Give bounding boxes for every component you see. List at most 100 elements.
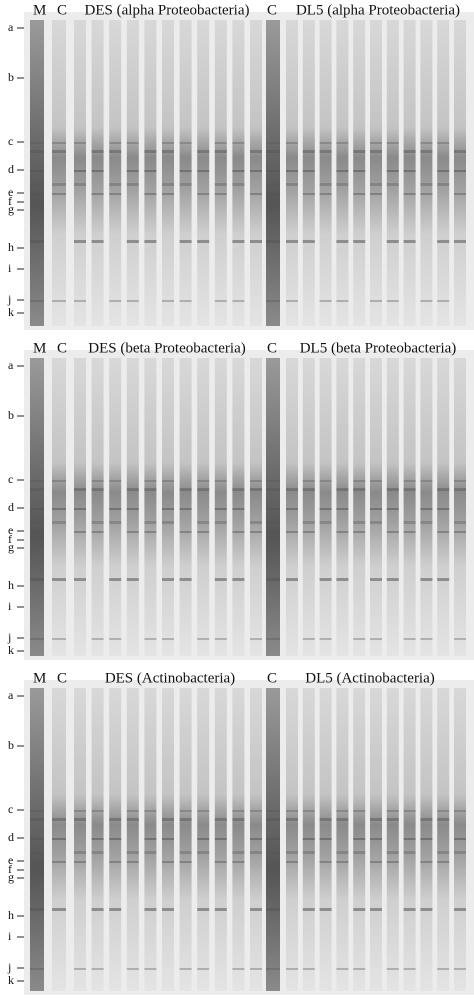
gel-band bbox=[109, 300, 122, 302]
gel-band bbox=[386, 170, 399, 172]
gel-band bbox=[30, 300, 44, 302]
gel-band bbox=[370, 521, 382, 524]
gel-lane bbox=[370, 20, 382, 326]
gel-band bbox=[266, 818, 280, 821]
gel-band bbox=[386, 508, 399, 510]
gel-lane bbox=[386, 358, 399, 656]
gel-band bbox=[386, 183, 399, 186]
gel-band bbox=[437, 183, 450, 186]
gel-band bbox=[302, 193, 315, 195]
gel-band bbox=[286, 170, 298, 172]
gel-band bbox=[52, 300, 66, 302]
gel-band bbox=[319, 183, 332, 186]
gel-band bbox=[286, 578, 298, 581]
gel-band bbox=[266, 508, 280, 510]
gel-band bbox=[437, 300, 450, 302]
gel-band bbox=[214, 521, 227, 524]
gel-band bbox=[214, 150, 227, 153]
gel-band bbox=[144, 240, 157, 243]
band-label: e bbox=[8, 523, 13, 537]
gel-band bbox=[386, 300, 399, 302]
gel-band bbox=[109, 578, 122, 581]
gel-band bbox=[266, 183, 280, 186]
gel-band bbox=[214, 638, 227, 640]
gel-band bbox=[250, 488, 262, 491]
gel-band bbox=[250, 150, 262, 153]
gel-band bbox=[454, 170, 466, 172]
gel-lane bbox=[420, 358, 433, 656]
gel-band bbox=[109, 861, 122, 863]
gel-lane bbox=[454, 20, 466, 326]
gel-band bbox=[126, 968, 139, 970]
gel-band bbox=[30, 968, 44, 970]
band-label: d bbox=[8, 830, 14, 844]
gel-band bbox=[250, 968, 262, 970]
gel-band bbox=[454, 521, 466, 524]
gel-band bbox=[266, 638, 280, 640]
band-label: b bbox=[8, 70, 14, 84]
gel-band bbox=[197, 851, 210, 854]
gel-band bbox=[179, 240, 192, 243]
gel-band bbox=[109, 908, 122, 911]
band-label: b bbox=[8, 408, 14, 422]
gel-band bbox=[266, 488, 280, 491]
gel-lane bbox=[302, 358, 315, 656]
gel-band bbox=[52, 908, 66, 911]
band-label: h bbox=[8, 578, 14, 592]
gel-band bbox=[336, 488, 349, 491]
gel-band bbox=[286, 531, 298, 533]
gel-band bbox=[319, 861, 332, 863]
gel-band bbox=[214, 508, 227, 510]
gel-lane bbox=[403, 358, 416, 656]
gel-band bbox=[370, 183, 382, 186]
gel-band bbox=[91, 908, 104, 911]
gel-band bbox=[232, 183, 245, 186]
gel-band bbox=[30, 183, 44, 186]
gel-band bbox=[420, 480, 433, 482]
gel-band bbox=[286, 142, 298, 144]
gel-band bbox=[250, 810, 262, 812]
gel-lane bbox=[197, 20, 210, 326]
gel-band bbox=[336, 142, 349, 144]
gel-band bbox=[437, 142, 450, 144]
gel-band bbox=[302, 480, 315, 482]
band-label: a bbox=[8, 358, 14, 372]
gel-band bbox=[454, 968, 466, 970]
gel-band bbox=[250, 170, 262, 172]
gel-lane bbox=[144, 358, 157, 656]
gel-lane bbox=[109, 20, 122, 326]
gel-band bbox=[30, 578, 44, 581]
gel-band bbox=[266, 861, 280, 863]
gel-band bbox=[74, 183, 86, 186]
gel-lane bbox=[437, 688, 450, 991]
gel-band bbox=[266, 810, 280, 812]
gel-band bbox=[179, 810, 192, 812]
gel-band bbox=[144, 193, 157, 195]
gel-band bbox=[52, 578, 66, 581]
band-label: g bbox=[8, 540, 14, 554]
band-label: f bbox=[8, 532, 12, 546]
gel-band bbox=[319, 818, 332, 821]
gel-band bbox=[232, 170, 245, 172]
gel-band bbox=[74, 142, 86, 144]
gel-band bbox=[126, 170, 139, 172]
band-label: g bbox=[8, 870, 14, 884]
gel-band bbox=[302, 531, 315, 533]
gel-band bbox=[197, 488, 210, 491]
gel-band bbox=[403, 908, 416, 911]
gel-band bbox=[370, 480, 382, 482]
gel-band bbox=[302, 851, 315, 854]
gel-band bbox=[353, 170, 366, 172]
gel-band bbox=[454, 240, 466, 243]
gel-lane bbox=[437, 20, 450, 326]
lane-header: C bbox=[57, 2, 67, 18]
gel-band bbox=[126, 240, 139, 243]
gel-band bbox=[30, 531, 44, 533]
gel-band bbox=[52, 521, 66, 524]
gel-band bbox=[74, 170, 86, 172]
gel-band bbox=[126, 488, 139, 491]
gel-band bbox=[302, 968, 315, 970]
gel-band bbox=[197, 638, 210, 640]
gel-band bbox=[52, 818, 66, 821]
gel-band bbox=[250, 531, 262, 533]
